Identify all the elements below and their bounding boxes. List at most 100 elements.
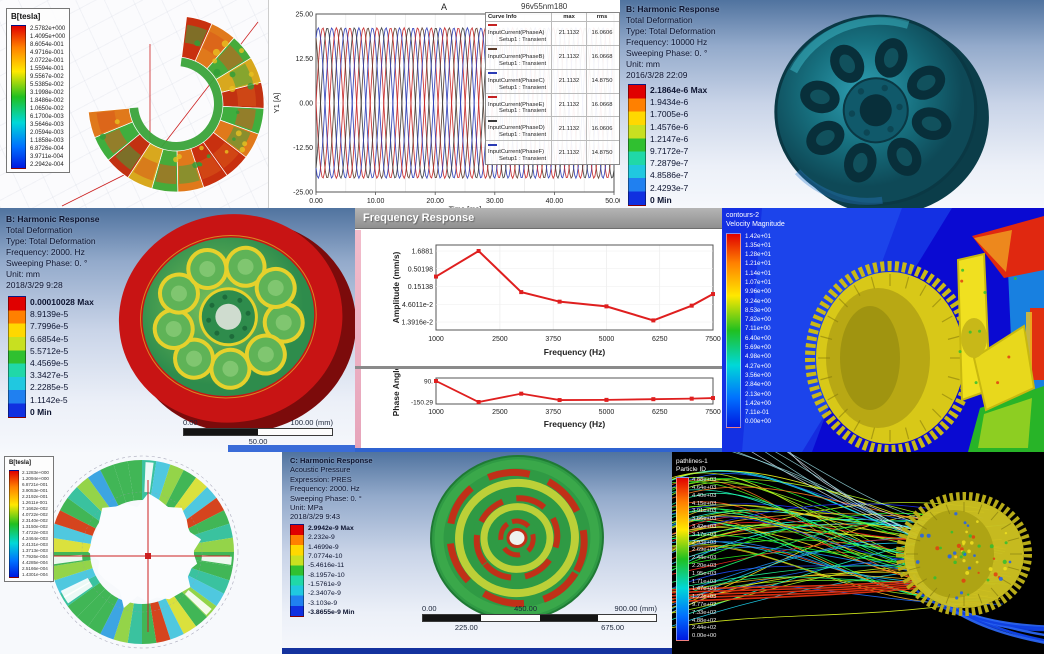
legend-value: 2.20e+03 xyxy=(692,563,717,570)
rotor-field-visualization xyxy=(45,455,239,649)
info-line: Frequency: 2000. Hz xyxy=(6,247,85,258)
ruler-mid: 450.00 xyxy=(514,604,538,613)
scale-ruler: 0.00 450.00 900.00 (mm) 225.00 675.00 xyxy=(422,604,657,632)
svg-text:Time [ms]: Time [ms] xyxy=(449,205,482,209)
pressure-legend: 2.9942e-9 Max 2.232e-9 1.4699e-9 7.0774e-10… xyxy=(290,524,354,617)
legend-value: 6.40e+00 xyxy=(745,334,771,342)
legend-title: pathlines-1 Particle ID xyxy=(676,458,708,474)
legend-value: 7.7996e-5 xyxy=(30,321,69,332)
legend-title: B[tesla] xyxy=(9,460,32,466)
legend-value: 0.00e+00 xyxy=(745,418,771,426)
analysis-info: B: Harmonic Response Total Deformation Typ… xyxy=(6,214,100,291)
legend-value: 7.2879e-7 xyxy=(650,158,689,169)
legend-colorbar xyxy=(676,477,689,641)
legend-value: 1.95e+03 xyxy=(692,570,717,577)
legend-value: 4.9716e-001 xyxy=(30,50,64,56)
curve-swatch xyxy=(488,24,497,27)
legend-value: 1.3150e-002 xyxy=(22,524,48,529)
svg-text:Y1 [A]: Y1 [A] xyxy=(272,93,281,113)
info-line: Sweeping Phase: 0. ° xyxy=(290,493,362,503)
acoustic-disc-visualization xyxy=(430,454,604,622)
legend-value: 0 Min xyxy=(650,194,672,205)
legend-colorbar xyxy=(8,296,26,418)
legend-value: 2.44e+03 xyxy=(692,555,717,562)
ruler-q3: 675.00 xyxy=(601,623,625,632)
info-line: Frequency: 10000 Hz xyxy=(626,37,708,48)
legend-value: 3.66e+03 xyxy=(692,516,717,523)
info-line: Sweeping Phase: 0. ° xyxy=(626,48,708,59)
legend-value: -3.8655e-9 Min xyxy=(308,608,355,616)
analysis-info: B: Harmonic Response Total Deformation Typ… xyxy=(626,4,720,81)
info-line: 2018/3/29 9:28 xyxy=(6,280,63,291)
info-line: Expression: PRES xyxy=(290,474,352,484)
legend-value: 2.1864e-6 Max xyxy=(650,85,708,96)
svg-text:Amplitude (mm/s): Amplitude (mm/s) xyxy=(391,251,401,323)
info-line: Total Deformation xyxy=(626,15,693,26)
legend-colorbar xyxy=(628,84,646,206)
legend-value: 9.77e+02 xyxy=(692,602,717,608)
legend-value: 3.5646e-003 xyxy=(30,122,64,128)
svg-text:4.6011e-2: 4.6011e-2 xyxy=(402,302,433,309)
legend-value: 6.1700e-003 xyxy=(30,114,64,120)
legend-value: 1.2094e+000 xyxy=(22,476,49,481)
legend-value: 0 Min xyxy=(30,406,52,417)
legend-value: 4.0722e-002 xyxy=(22,512,48,517)
curve-swatch xyxy=(488,48,497,51)
legend-value: 9.24e+00 xyxy=(745,297,771,305)
svg-text:2500: 2500 xyxy=(492,409,508,416)
deformation-legend: 0.00010028 Max 8.9139e-5 7.7996e-5 6.6854e-… xyxy=(8,296,94,418)
info-line: Total Deformation xyxy=(6,225,73,236)
rms-value: 14.8750 xyxy=(586,69,617,93)
panel-harmonic-response-10000hz: B: Harmonic Response Total Deformation Typ… xyxy=(620,0,1044,208)
max-value: 21.1132 xyxy=(551,45,586,69)
info-line: C: Harmonic Response xyxy=(290,456,373,465)
ruler-max: 900.00 (mm) xyxy=(614,604,657,613)
legend-value: 5.5385e-002 xyxy=(30,82,64,88)
legend-value: 9.5567e-002 xyxy=(30,74,64,80)
curve-swatch xyxy=(488,96,497,99)
legend-value: 1.9434e-6 xyxy=(650,97,689,108)
max-value: 21.1132 xyxy=(551,141,586,165)
legend-value: 2.44e+02 xyxy=(692,625,717,632)
svg-text:-12.50: -12.50 xyxy=(293,145,313,152)
plot-title: A xyxy=(441,2,448,12)
legend-value: 4.4569e-5 xyxy=(30,358,69,369)
torus-field-visualization xyxy=(61,16,265,207)
legend-value: -3.103e-9 xyxy=(308,599,338,607)
legend-scale: 2.5782e+000 1.4095e+000 8.6054e-001 4.9716e… xyxy=(11,25,65,169)
legend-value: 8.53e+00 xyxy=(745,306,771,314)
max-value: 21.1132 xyxy=(551,69,586,93)
info-line: Unit: mm xyxy=(626,59,660,70)
legend-scale: 4.88e+03 4.64e+03 4.40e+03 4.15e+03 3.91e+03… xyxy=(676,477,716,641)
legend-value: 1.35e+01 xyxy=(745,241,771,249)
legend-value: 8.6054e-001 xyxy=(30,42,64,48)
legend-value: 7.1662e-002 xyxy=(22,506,48,511)
particle-legend: pathlines-1 Particle ID 4.88e+03 4.64e+03… xyxy=(676,458,716,641)
svg-text:10.00: 10.00 xyxy=(367,198,385,205)
panel-acoustic-pressure: C: Harmonic Response Acoustic Pressure Exp… xyxy=(282,452,672,654)
legend-value: 2.0722e-001 xyxy=(30,58,64,64)
svg-text:0.00: 0.00 xyxy=(309,198,323,205)
table-header: Curve Info xyxy=(488,14,517,20)
legend-value: 2.2942e-004 xyxy=(30,162,64,168)
legend-value: 7.11e-01 xyxy=(745,409,769,417)
svg-text:1000: 1000 xyxy=(428,409,444,416)
legend-value: 7.82e+00 xyxy=(745,316,771,324)
legend-value: 3.56e+00 xyxy=(745,371,771,379)
info-line: Type: Total Deformation xyxy=(6,236,96,247)
legend-value: -2.3407e-9 xyxy=(308,590,341,598)
legend-value: 6.6854e-5 xyxy=(30,333,69,344)
svg-text:0.00: 0.00 xyxy=(299,101,313,108)
legend-value: -5.4616e-11 xyxy=(308,562,345,570)
legend-colorbar xyxy=(726,232,741,428)
legend-value: 2.4293e-7 xyxy=(650,182,689,193)
legend-value: -8.1957e-10 xyxy=(308,571,345,579)
legend-value: 3.1998e-002 xyxy=(30,90,64,96)
legend-value: 7.11e+00 xyxy=(745,325,771,333)
panel-velocity-contour: contours-2 Velocity Magnitude 1.42e+01 1.… xyxy=(722,208,1044,452)
legend-value: 1.4576e-6 xyxy=(650,121,689,132)
info-line: Acoustic Pressure xyxy=(290,465,351,475)
info-line: 2018/3/29 9:43 xyxy=(290,512,341,522)
svg-text:1.6881: 1.6881 xyxy=(412,249,434,256)
